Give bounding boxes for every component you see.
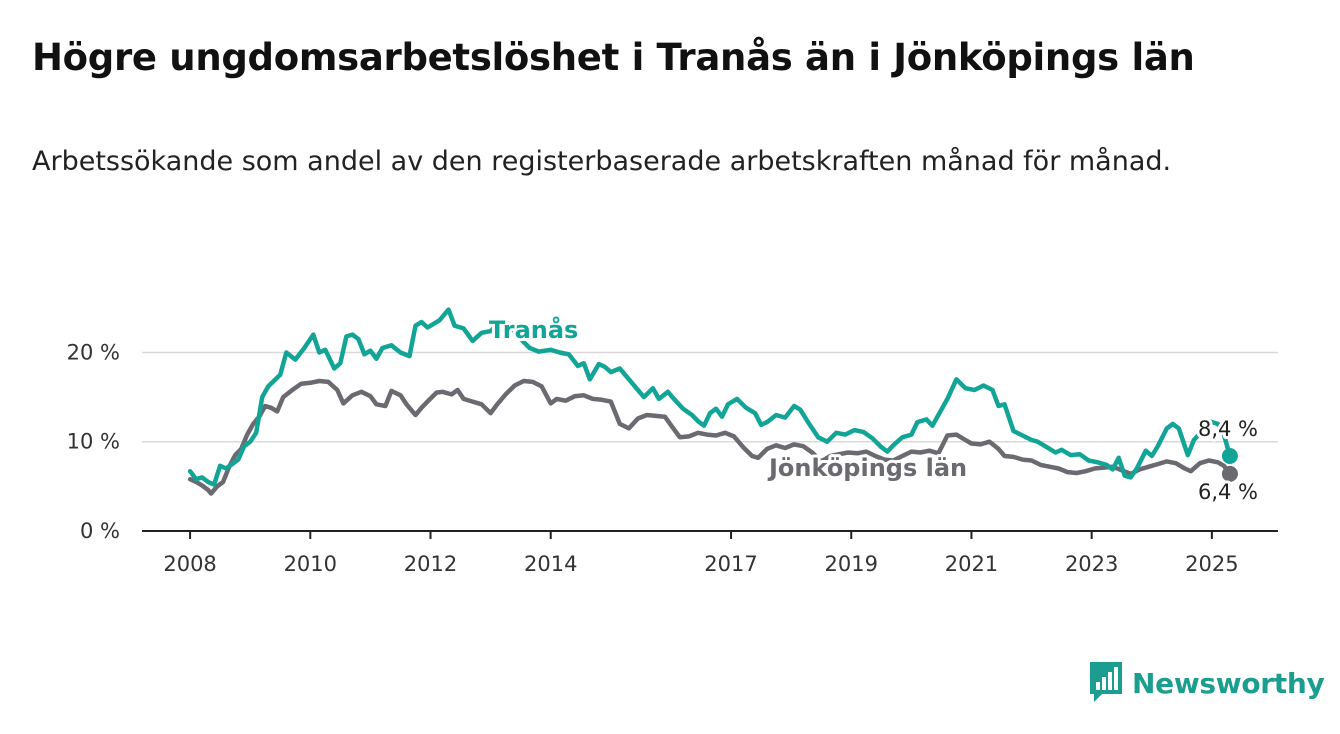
series-labels: Tranås Jönköpings län 8,4 % 6,4 % xyxy=(486,312,1261,507)
x-tick-label: 2010 xyxy=(284,552,337,576)
x-axis-ticks: 2008 2010 2012 2014 2017 2019 2021 2023 2025 xyxy=(163,531,1239,576)
x-tick-label: 2008 xyxy=(163,552,216,576)
series-lines xyxy=(187,307,1238,496)
x-tick-label: 2014 xyxy=(524,552,577,576)
newsworthy-logo: Newsworthy xyxy=(1088,660,1325,706)
end-value-label-jonkopings-lan: 6,4 % xyxy=(1198,480,1258,504)
series-label-jonkopings-lan: Jönköpings län xyxy=(767,454,967,482)
brand-name: Newsworthy xyxy=(1132,666,1325,700)
end-point-jonkopings-lan xyxy=(1221,465,1238,482)
y-axis-ticks: 0 % 10 % 20 % xyxy=(67,340,120,543)
chart-title: Högre ungdomsarbetslöshet i Tranås än i … xyxy=(32,36,1195,79)
x-tick-label: 2025 xyxy=(1185,552,1238,576)
y-tick-label: 20 % xyxy=(67,340,120,364)
series-line-tranas xyxy=(187,307,1233,487)
series-label-tranas: Tranås xyxy=(489,315,578,344)
x-tick-label: 2012 xyxy=(404,552,457,576)
chart-subtitle: Arbetssökande som andel av den registerb… xyxy=(32,146,1172,177)
x-tick-label: 2017 xyxy=(704,552,757,576)
x-tick-label: 2021 xyxy=(945,552,998,576)
y-tick-label: 10 % xyxy=(67,430,120,454)
series-line-jonkopings-lan xyxy=(187,378,1233,496)
x-tick-label: 2023 xyxy=(1065,552,1118,576)
gridlines xyxy=(142,351,1278,443)
end-value-label-tranas: 8,4 % xyxy=(1198,417,1258,441)
y-tick-label: 0 % xyxy=(80,519,120,543)
bar-chart-logo-icon xyxy=(1090,662,1122,702)
end-point-tranas xyxy=(1221,448,1238,465)
x-tick-label: 2019 xyxy=(825,552,878,576)
